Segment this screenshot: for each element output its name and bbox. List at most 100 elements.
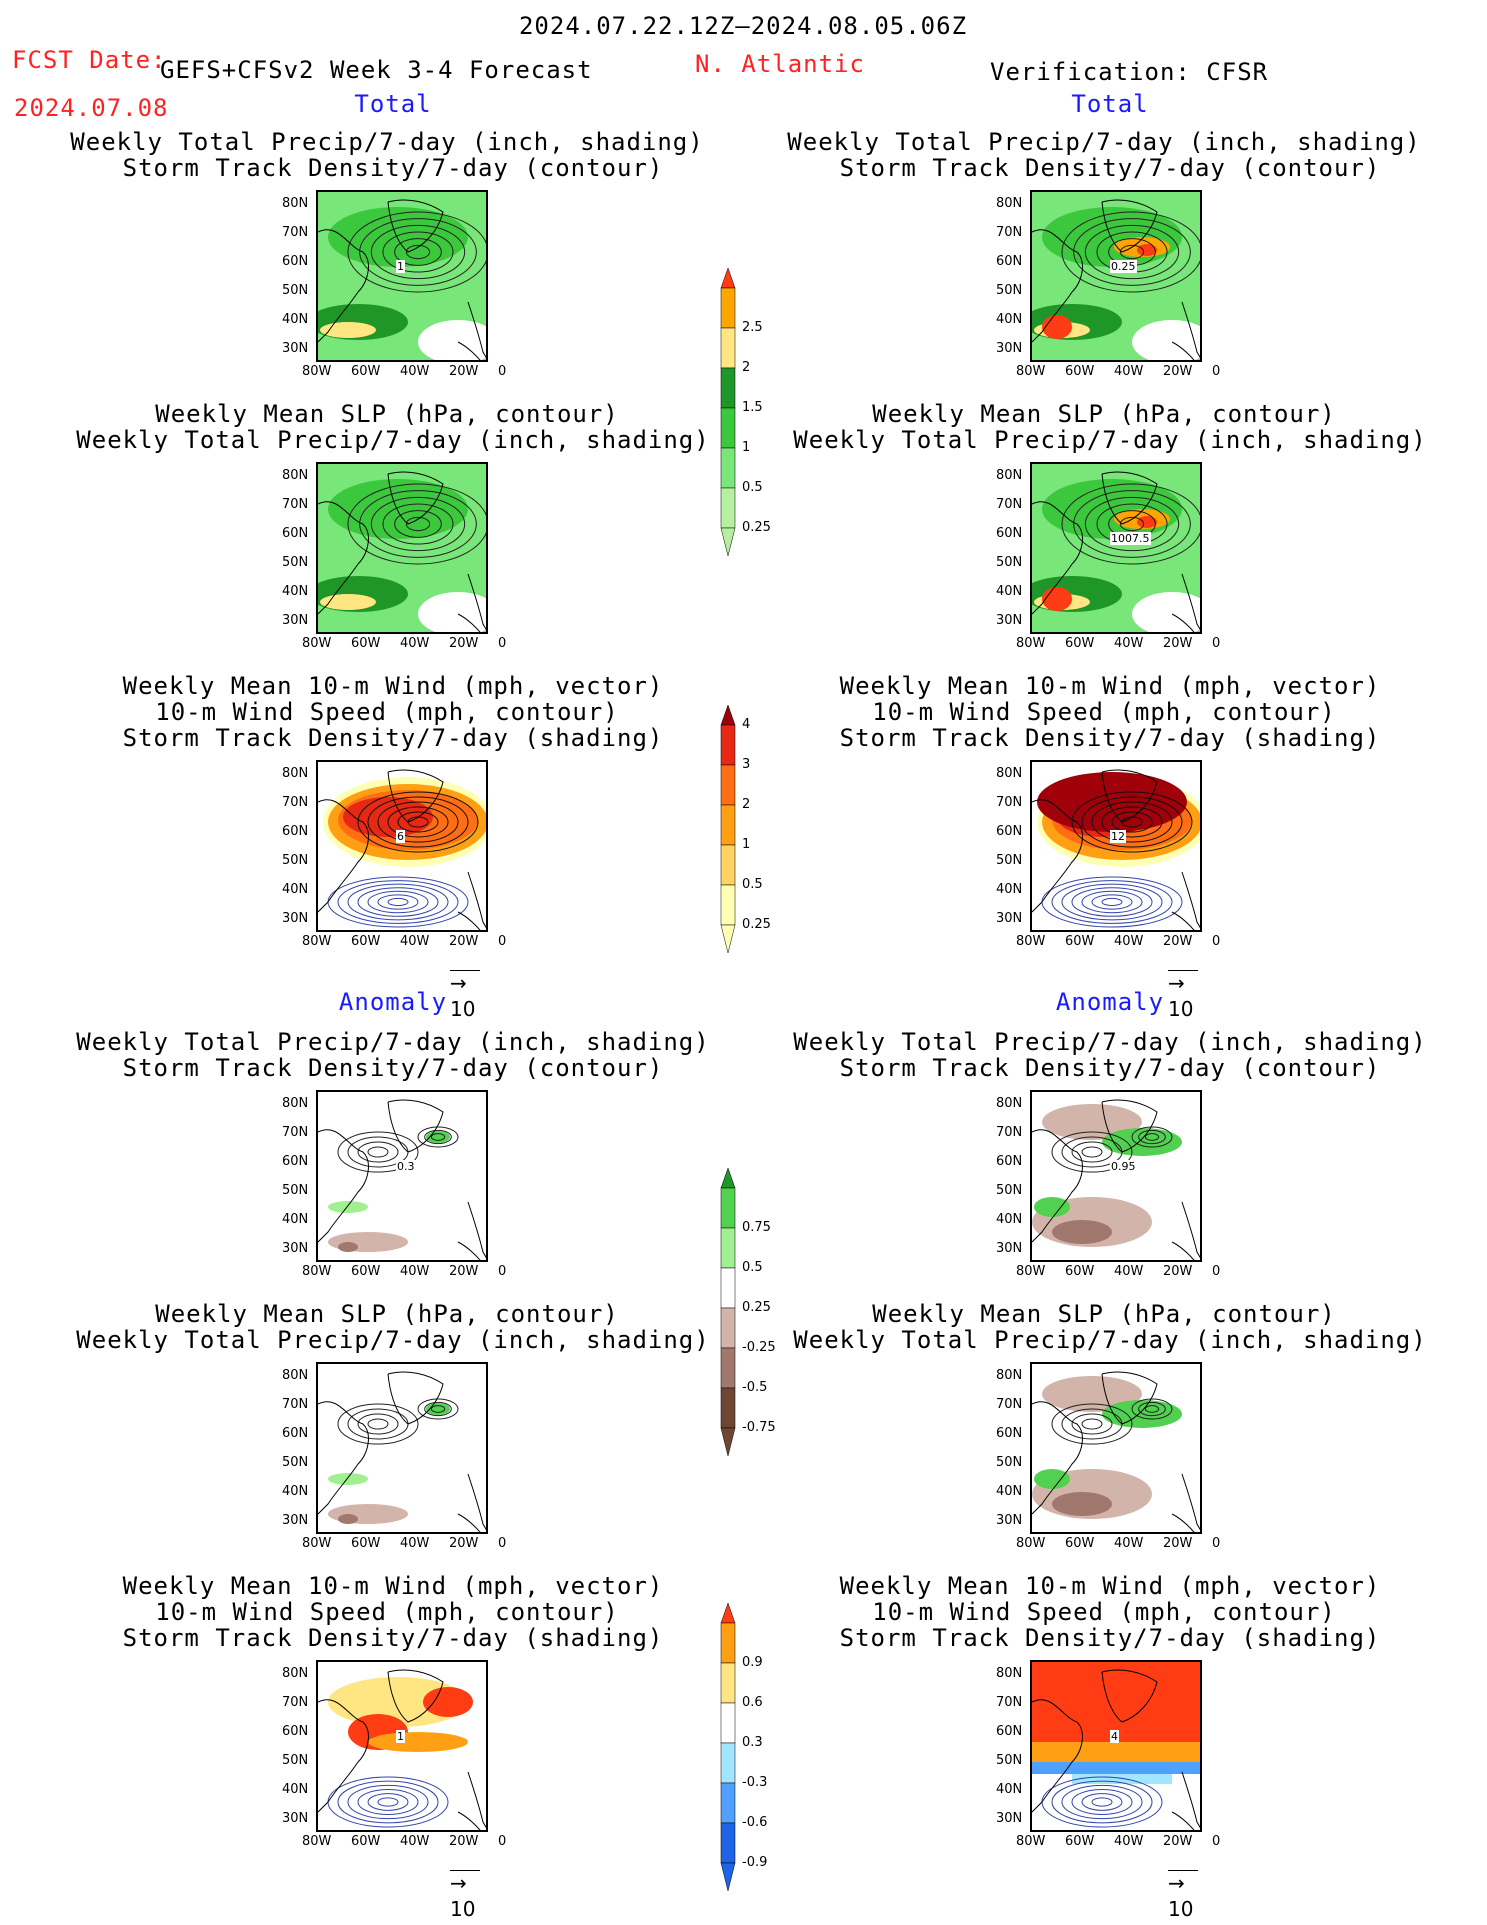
lon-tick-label: 60W <box>1065 934 1095 949</box>
lon-tick-label: 80W <box>1016 636 1046 651</box>
lat-tick-label: 60N <box>996 824 1023 839</box>
lon-tick-label: 40W <box>400 364 430 379</box>
colorbar-tick-label: 2.5 <box>742 320 763 335</box>
lat-tick-label: 40N <box>282 1212 309 1227</box>
panel-title-r1r-line2: Storm Track Density/7-day (contour) <box>839 154 1381 182</box>
colorbar-tick-label: 0.5 <box>742 877 763 892</box>
contour-label: 0.25 <box>1110 260 1137 273</box>
panel-title-r1l-line1: Weekly Total Precip/7-day (inch, shading… <box>70 128 704 156</box>
contour-label: 6 <box>396 830 405 843</box>
lon-tick-label: 20W <box>449 1536 479 1551</box>
lon-tick-label: 40W <box>1114 636 1144 651</box>
lat-tick-label: 70N <box>282 1125 309 1140</box>
colorbar-tick-label: 0.75 <box>742 1220 771 1235</box>
lat-tick-label: 60N <box>996 1724 1023 1739</box>
lon-tick-label: 40W <box>400 934 430 949</box>
lon-tick-label: 20W <box>449 364 479 379</box>
lon-tick-label: 40W <box>1114 364 1144 379</box>
lon-tick-label: 60W <box>1065 1834 1095 1849</box>
vector-ref-r3l: → 10 <box>450 970 480 1021</box>
lat-tick-label: 30N <box>996 1811 1023 1826</box>
lon-tick-label: 80W <box>1016 934 1046 949</box>
lon-tick-label: 0 <box>1212 1834 1221 1849</box>
fcst-date-label: FCST Date: <box>12 46 167 74</box>
panel-title-r5r-line2: Weekly Total Precip/7-day (inch, shading… <box>793 1326 1427 1354</box>
panel-title-r3l-line1: Weekly Mean 10-m Wind (mph, vector) <box>122 672 664 700</box>
lat-tick-label: 70N <box>996 1125 1023 1140</box>
lat-tick-label: 80N <box>282 196 309 211</box>
map-graphic <box>1032 1364 1200 1532</box>
lat-tick-label: 80N <box>996 1666 1023 1681</box>
lat-tick-label: 60N <box>282 1426 309 1441</box>
panel-title-r3r-line3: Storm Track Density/7-day (shading) <box>839 724 1381 752</box>
lon-tick-label: 0 <box>498 1536 507 1551</box>
lat-tick-label: 70N <box>996 225 1023 240</box>
lon-tick-label: 80W <box>302 1834 332 1849</box>
map-panel-r5-left <box>316 1362 488 1534</box>
lon-tick-label: 40W <box>1114 1834 1144 1849</box>
lat-tick-label: 80N <box>996 468 1023 483</box>
colorbar-tick-label: 0.25 <box>742 520 771 535</box>
lat-tick-label: 50N <box>996 283 1023 298</box>
lat-tick-label: 40N <box>996 584 1023 599</box>
lon-tick-label: 0 <box>1212 1536 1221 1551</box>
panel-title-r4r-line2: Storm Track Density/7-day (contour) <box>839 1054 1381 1082</box>
lon-tick-label: 0 <box>498 636 507 651</box>
verification-label: Verification: CFSR <box>990 58 1269 86</box>
lat-tick-label: 70N <box>282 497 309 512</box>
lon-tick-label: 0 <box>498 1834 507 1849</box>
lon-tick-label: 40W <box>400 636 430 651</box>
lon-tick-label: 60W <box>1065 1264 1095 1279</box>
lon-tick-label: 60W <box>1065 1536 1095 1551</box>
map-panel-r2-left <box>316 462 488 634</box>
lon-tick-label: 0 <box>498 1264 507 1279</box>
lon-tick-label: 20W <box>1163 934 1193 949</box>
lat-tick-label: 40N <box>282 312 309 327</box>
lon-tick-label: 60W <box>351 636 381 651</box>
map-panel-r4-left <box>316 1090 488 1262</box>
date-range-title: 2024.07.22.12Z–2024.08.05.06Z <box>518 12 968 40</box>
lat-tick-label: 80N <box>996 196 1023 211</box>
lon-tick-label: 0 <box>1212 364 1221 379</box>
map-graphic <box>1032 762 1200 930</box>
lat-tick-label: 50N <box>282 1455 309 1470</box>
lat-tick-label: 50N <box>996 1455 1023 1470</box>
lat-tick-label: 30N <box>996 911 1023 926</box>
lat-tick-label: 70N <box>996 1695 1023 1710</box>
map-panel-r4-right <box>1030 1090 1202 1262</box>
panel-title-r1r-line1: Weekly Total Precip/7-day (inch, shading… <box>787 128 1421 156</box>
lat-tick-label: 60N <box>282 254 309 269</box>
map-panel-r1-left <box>316 190 488 362</box>
lat-tick-label: 30N <box>282 911 309 926</box>
panel-title-r3l-line2: 10-m Wind Speed (mph, contour) <box>155 698 619 726</box>
lon-tick-label: 60W <box>1065 364 1095 379</box>
colorbar-tick-label: -0.75 <box>742 1420 776 1435</box>
lon-tick-label: 40W <box>1114 934 1144 949</box>
colorbar-tick-label: 3 <box>742 757 751 772</box>
lat-tick-label: 50N <box>996 853 1023 868</box>
lat-tick-label: 40N <box>996 1212 1023 1227</box>
map-graphic <box>318 1662 486 1830</box>
lon-tick-label: 80W <box>302 1264 332 1279</box>
contour-label: 1 <box>396 1730 405 1743</box>
map-graphic <box>318 1092 486 1260</box>
forecast-model-label: GEFS+CFSv2 Week 3-4 Forecast <box>160 56 593 84</box>
lon-tick-label: 40W <box>1114 1536 1144 1551</box>
lat-tick-label: 80N <box>282 766 309 781</box>
panel-title-r6l-line3: Storm Track Density/7-day (shading) <box>122 1624 664 1652</box>
lat-tick-label: 30N <box>996 1241 1023 1256</box>
lat-tick-label: 60N <box>996 1154 1023 1169</box>
lat-tick-label: 50N <box>282 283 309 298</box>
lon-tick-label: 80W <box>1016 1834 1046 1849</box>
map-panel-r1-right <box>1030 190 1202 362</box>
lat-tick-label: 60N <box>282 526 309 541</box>
lon-tick-label: 80W <box>302 636 332 651</box>
lat-tick-label: 30N <box>996 341 1023 356</box>
lat-tick-label: 70N <box>996 795 1023 810</box>
lat-tick-label: 40N <box>996 312 1023 327</box>
lon-tick-label: 60W <box>351 1264 381 1279</box>
panel-title-r3r-line2: 10-m Wind Speed (mph, contour) <box>872 698 1336 726</box>
lat-tick-label: 60N <box>996 1426 1023 1441</box>
lon-tick-label: 20W <box>449 636 479 651</box>
lat-tick-label: 40N <box>282 584 309 599</box>
